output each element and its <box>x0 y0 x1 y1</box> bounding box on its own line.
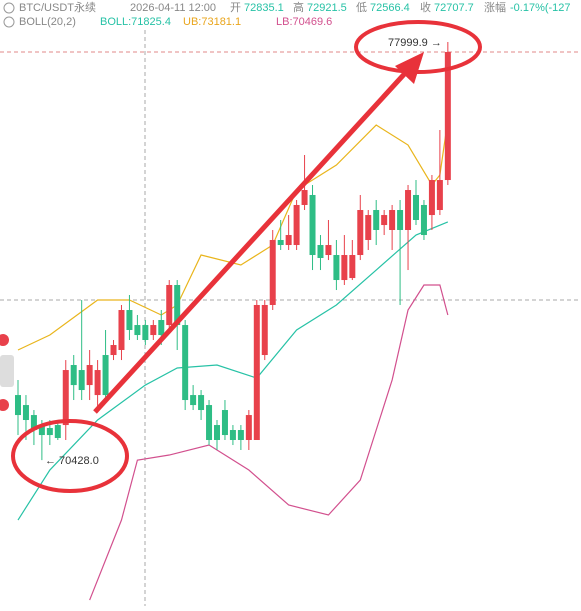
header: BTC/USDT永续 2026-04-11 12:00 开 72835.1 高 … <box>3 0 571 28</box>
candle-body <box>341 255 348 281</box>
open: 72835.1 <box>244 2 284 14</box>
close: 72707.7 <box>434 2 474 14</box>
candle-body <box>214 425 220 441</box>
band-line <box>17 119 449 351</box>
candle-body <box>301 190 308 205</box>
candle-body <box>198 395 205 411</box>
candle-body <box>206 405 213 441</box>
arrow <box>93 68 410 414</box>
candle-body <box>420 204 427 236</box>
candle-body <box>158 320 165 336</box>
indicator-name: BOLL(20,2) <box>19 16 76 28</box>
candle-body <box>333 255 340 281</box>
indicator-lb: LB:70469.6 <box>276 16 332 28</box>
zoom-out[interactable] <box>0 334 9 346</box>
time: 2026-04-11 12:00 <box>130 2 216 14</box>
candle-body <box>94 370 101 396</box>
candle-body <box>277 239 284 246</box>
candle-body <box>38 425 45 436</box>
candle-body <box>444 52 451 181</box>
candle-body <box>349 255 356 279</box>
close-label: 收 <box>420 0 431 14</box>
collapse-icon[interactable] <box>3 2 15 14</box>
candle-body <box>134 325 141 336</box>
change-label: 涨幅 <box>484 1 506 14</box>
candle-body <box>54 425 61 439</box>
candle-body <box>413 194 419 221</box>
candle-body <box>237 430 244 441</box>
candle-body <box>253 304 260 441</box>
candle-body <box>150 325 157 336</box>
band-line <box>89 284 449 601</box>
candle-body <box>118 310 125 350</box>
candle-body <box>365 215 372 240</box>
candle-body <box>70 365 77 386</box>
candle-body <box>309 194 316 256</box>
low-label: 低 <box>356 1 367 14</box>
candle-body <box>397 210 404 230</box>
candle-body <box>30 415 37 431</box>
candle-body <box>325 245 332 256</box>
band-line <box>17 221 449 521</box>
circle-mark <box>354 20 482 74</box>
side-tab[interactable] <box>0 355 14 387</box>
candle-body <box>373 210 380 230</box>
candle-body <box>62 370 69 426</box>
zoom-in[interactable] <box>0 399 9 411</box>
candle-body <box>285 235 292 246</box>
candle-body <box>86 365 93 386</box>
candle-body <box>317 245 324 258</box>
candle-body <box>46 428 53 436</box>
candle-body <box>78 370 85 391</box>
candle-body <box>102 355 109 396</box>
candle-body <box>405 190 412 230</box>
candle-body <box>190 395 197 406</box>
high: 72921.5 <box>307 2 347 14</box>
candle-body <box>15 395 21 416</box>
high-annotation: 77999.9 → <box>388 37 442 49</box>
change: -0.17%(-127 <box>510 2 571 14</box>
arrow-head <box>395 52 424 84</box>
candle-body <box>22 405 29 421</box>
candle-body <box>142 325 149 340</box>
candle-body <box>174 284 181 326</box>
candle-body <box>245 415 252 441</box>
candle-body <box>126 310 133 331</box>
candle-body <box>381 215 388 226</box>
candle-body <box>221 410 228 436</box>
symbol: BTC/USDT永续 <box>19 0 96 14</box>
indicator-ub: UB:73181.1 <box>183 16 241 28</box>
collapse-icon[interactable] <box>3 16 15 28</box>
candle-body <box>269 239 276 305</box>
candle-body <box>261 304 268 356</box>
indicator-mid: BOLL:71825.4 <box>100 16 171 28</box>
low-annotation: ← 70428.0 <box>45 455 99 467</box>
low: 72566.4 <box>370 2 410 14</box>
candle-body <box>436 180 443 211</box>
side-controls <box>0 334 14 411</box>
open-label: 开 <box>230 2 241 14</box>
drawing: 77999.9 → ← 70428.0 <box>11 20 482 493</box>
candle-body <box>389 210 396 230</box>
plot <box>15 41 451 601</box>
candle-body <box>357 210 364 256</box>
candle-body <box>229 430 236 441</box>
candle-body <box>182 325 189 401</box>
circle-mark <box>11 419 129 493</box>
candle-body <box>293 204 300 246</box>
candle-body <box>428 180 435 216</box>
candle-body <box>166 284 173 326</box>
candle-body <box>110 345 117 356</box>
high-label: 高 <box>293 0 304 14</box>
